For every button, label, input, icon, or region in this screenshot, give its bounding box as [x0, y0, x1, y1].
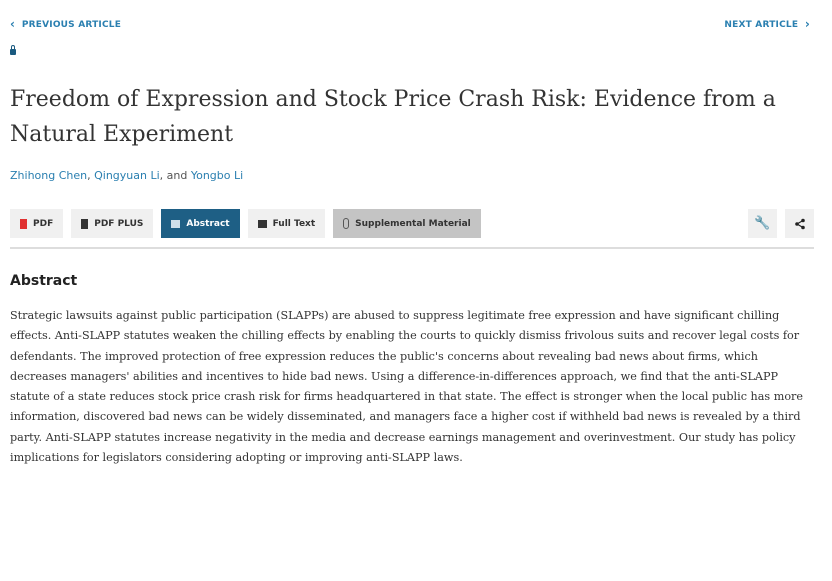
paperclip-icon: [343, 218, 350, 229]
right-tools: 🔧: [748, 209, 814, 238]
full-text-label: Full Text: [272, 218, 316, 229]
share-button[interactable]: [785, 209, 814, 238]
tools-button[interactable]: 🔧: [748, 209, 777, 238]
previous-article-label: PREVIOUS ARTICLE: [21, 20, 122, 30]
chevron-left-icon: ‹: [10, 17, 16, 31]
pdf-icon: [20, 218, 27, 229]
author-separator: , and: [159, 169, 191, 182]
share-icon: [794, 218, 805, 229]
author-link[interactable]: Zhihong Chen: [10, 169, 88, 182]
abstract-text: Strategic lawsuits against public partic…: [10, 309, 804, 465]
article-toolbar: PDF PDF PLUS Abstract Full Text Suppleme…: [10, 209, 481, 238]
wrench-icon: 🔧: [754, 216, 771, 231]
divider: [10, 247, 814, 249]
pdf-plus-label: PDF PLUS: [94, 218, 144, 229]
author-list: Zhihong Chen, Qingyuan Li, and Yongbo Li: [10, 169, 243, 182]
supplemental-label: Supplemental Material: [355, 218, 471, 229]
lock-icon: [10, 45, 16, 55]
next-article-label: NEXT ARTICLE: [724, 20, 799, 30]
abstract-heading: Abstract: [10, 273, 78, 289]
author-link[interactable]: Yongbo Li: [190, 169, 244, 182]
pdf-label: PDF: [33, 218, 54, 229]
pdf-button[interactable]: PDF: [10, 209, 64, 238]
abstract-label: Abstract: [186, 218, 230, 229]
full-text-icon: [257, 219, 267, 228]
next-article-link[interactable]: NEXT ARTICLE ›: [724, 17, 810, 31]
abstract-button[interactable]: Abstract: [161, 209, 240, 238]
previous-article-link[interactable]: ‹ PREVIOUS ARTICLE: [10, 17, 121, 31]
author-separator: ,: [87, 169, 95, 182]
full-text-button[interactable]: Full Text: [247, 209, 326, 238]
author-link[interactable]: Qingyuan Li: [94, 169, 160, 182]
pdf-plus-icon: [81, 218, 89, 229]
article-title: Freedom of Expression and Stock Price Cr…: [10, 87, 776, 147]
chevron-right-icon: ›: [804, 17, 810, 31]
document-icon: [171, 219, 181, 228]
pdf-plus-button[interactable]: PDF PLUS: [71, 209, 154, 238]
supplemental-material-button[interactable]: Supplemental Material: [333, 209, 481, 238]
